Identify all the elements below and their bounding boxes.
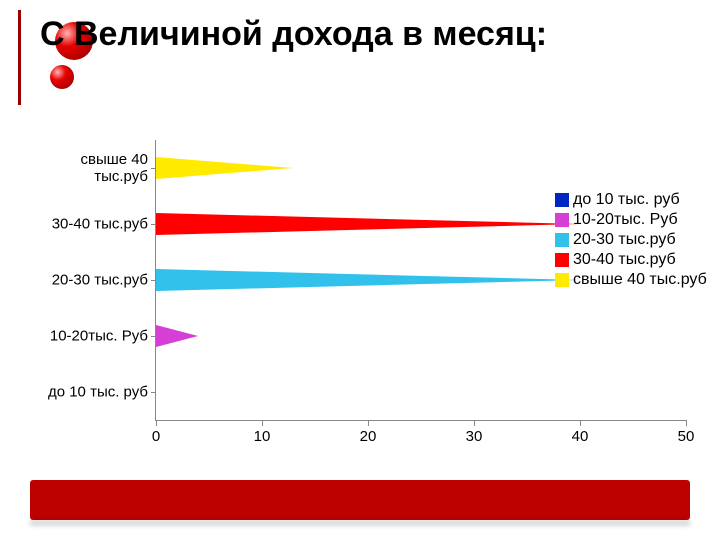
x-tick [686,420,687,426]
x-tick-label: 10 [254,428,271,445]
legend-item: 20-30 тыс.руб [555,230,707,250]
bar-cone [156,269,580,291]
page-title: С Величиной дохода в месяц: [40,15,700,54]
slide-root: С Величиной дохода в месяц: 0 10 20 30 40 50 … [0,0,720,540]
y-category-label: свыше 40 тыс.руб [81,151,148,186]
x-tick [368,420,369,426]
legend-swatch [555,253,569,267]
legend-item: до 10 тыс. руб [555,190,707,210]
legend-swatch [555,233,569,247]
x-tick [262,420,263,426]
legend-swatch [555,193,569,207]
legend-label: 30-40 тыс.руб [573,251,676,269]
x-tick-label: 40 [572,428,589,445]
accent-line [18,10,21,105]
legend-label: свыше 40 тыс.руб [573,271,707,289]
x-tick [580,420,581,426]
x-tick-label: 0 [152,428,160,445]
x-tick [156,420,157,426]
chart-legend: до 10 тыс. руб 10-20тыс. Руб 20-30 тыс.руб… [555,190,707,290]
legend-swatch [555,213,569,227]
legend-swatch [555,273,569,287]
bar-cone [156,157,293,179]
decoration-ball-small [50,65,74,89]
y-category-label: до 10 тыс. руб [48,383,148,400]
x-tick [474,420,475,426]
bottom-bar [30,480,690,520]
x-tick-label: 50 [678,428,695,445]
legend-item: 30-40 тыс.руб [555,250,707,270]
income-chart: 0 10 20 30 40 50 до 10 тыс. руб 10-20тыс. Руб 2… [0,140,720,460]
bar-cone [156,213,580,235]
x-tick-label: 20 [360,428,377,445]
y-category-label: 30-40 тыс.руб [52,215,148,232]
y-category-label: 20-30 тыс.руб [52,271,148,288]
legend-label: 10-20тыс. Руб [573,211,678,229]
legend-label: до 10 тыс. руб [573,191,680,209]
legend-item: 10-20тыс. Руб [555,210,707,230]
y-tick [151,392,156,393]
legend-label: 20-30 тыс.руб [573,231,676,249]
bar-cone [156,325,198,347]
legend-item: свыше 40 тыс.руб [555,270,707,290]
y-category-label: 10-20тыс. Руб [50,327,148,344]
x-tick-label: 30 [466,428,483,445]
